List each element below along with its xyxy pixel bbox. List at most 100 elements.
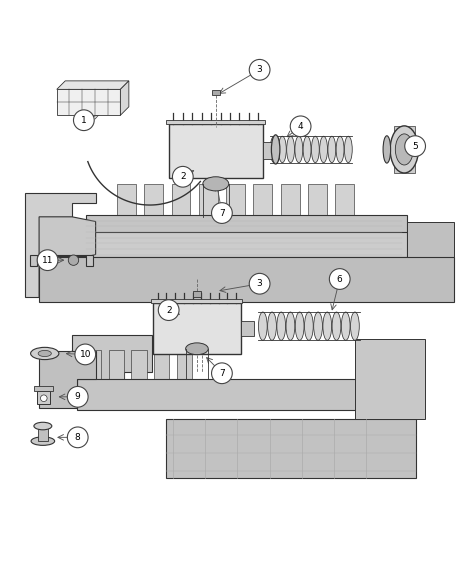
Circle shape bbox=[211, 363, 232, 384]
Text: 5: 5 bbox=[412, 141, 418, 151]
Ellipse shape bbox=[319, 136, 328, 163]
Text: 2: 2 bbox=[180, 172, 186, 181]
Text: 10: 10 bbox=[80, 350, 91, 359]
Ellipse shape bbox=[38, 350, 51, 356]
FancyBboxPatch shape bbox=[394, 126, 415, 173]
Circle shape bbox=[173, 166, 193, 187]
FancyBboxPatch shape bbox=[35, 386, 53, 391]
Text: 4: 4 bbox=[298, 122, 303, 131]
Ellipse shape bbox=[295, 312, 304, 340]
FancyBboxPatch shape bbox=[86, 232, 407, 257]
FancyBboxPatch shape bbox=[169, 124, 263, 178]
FancyBboxPatch shape bbox=[39, 257, 454, 302]
Ellipse shape bbox=[272, 135, 280, 164]
Polygon shape bbox=[39, 351, 96, 408]
FancyBboxPatch shape bbox=[77, 380, 416, 410]
Ellipse shape bbox=[40, 395, 47, 401]
FancyBboxPatch shape bbox=[37, 391, 50, 404]
Ellipse shape bbox=[323, 312, 332, 340]
Ellipse shape bbox=[336, 136, 344, 163]
Circle shape bbox=[38, 256, 46, 264]
Ellipse shape bbox=[270, 136, 278, 163]
Text: 6: 6 bbox=[337, 274, 343, 283]
Ellipse shape bbox=[31, 437, 55, 446]
Ellipse shape bbox=[395, 134, 413, 165]
FancyBboxPatch shape bbox=[199, 184, 218, 217]
Ellipse shape bbox=[304, 312, 313, 340]
Text: 3: 3 bbox=[257, 66, 263, 74]
Circle shape bbox=[158, 300, 179, 320]
Ellipse shape bbox=[277, 312, 286, 340]
FancyBboxPatch shape bbox=[177, 350, 192, 380]
FancyBboxPatch shape bbox=[263, 143, 277, 159]
Ellipse shape bbox=[186, 343, 208, 355]
FancyBboxPatch shape bbox=[254, 184, 273, 217]
Ellipse shape bbox=[268, 312, 276, 340]
FancyBboxPatch shape bbox=[172, 184, 191, 217]
Ellipse shape bbox=[383, 136, 391, 163]
Ellipse shape bbox=[345, 136, 352, 163]
Ellipse shape bbox=[287, 136, 294, 163]
Polygon shape bbox=[39, 217, 96, 297]
FancyBboxPatch shape bbox=[193, 292, 201, 297]
FancyBboxPatch shape bbox=[117, 184, 136, 217]
FancyBboxPatch shape bbox=[109, 350, 124, 380]
Ellipse shape bbox=[311, 136, 319, 163]
Text: 1: 1 bbox=[81, 116, 87, 125]
Circle shape bbox=[67, 427, 88, 448]
FancyBboxPatch shape bbox=[57, 89, 120, 115]
FancyBboxPatch shape bbox=[226, 184, 245, 217]
Polygon shape bbox=[72, 335, 152, 396]
Polygon shape bbox=[120, 81, 129, 115]
Circle shape bbox=[329, 269, 350, 289]
Circle shape bbox=[249, 273, 270, 294]
Ellipse shape bbox=[341, 312, 350, 340]
Text: 7: 7 bbox=[219, 209, 225, 217]
Text: 11: 11 bbox=[42, 256, 53, 264]
Text: 2: 2 bbox=[166, 306, 172, 315]
Polygon shape bbox=[30, 255, 93, 266]
Ellipse shape bbox=[31, 347, 59, 359]
Ellipse shape bbox=[34, 422, 52, 430]
Circle shape bbox=[405, 136, 426, 156]
FancyBboxPatch shape bbox=[154, 350, 169, 380]
Ellipse shape bbox=[351, 312, 359, 340]
Ellipse shape bbox=[286, 312, 295, 340]
FancyBboxPatch shape bbox=[86, 350, 101, 380]
Text: 9: 9 bbox=[75, 392, 81, 401]
Circle shape bbox=[68, 255, 79, 265]
Circle shape bbox=[75, 344, 96, 365]
Ellipse shape bbox=[295, 136, 303, 163]
Polygon shape bbox=[57, 81, 129, 89]
Ellipse shape bbox=[332, 312, 341, 340]
Ellipse shape bbox=[314, 312, 322, 340]
FancyBboxPatch shape bbox=[336, 184, 355, 217]
FancyBboxPatch shape bbox=[240, 321, 254, 336]
Text: 3: 3 bbox=[257, 279, 263, 288]
Circle shape bbox=[249, 59, 270, 80]
Circle shape bbox=[211, 202, 232, 224]
Ellipse shape bbox=[258, 312, 267, 340]
FancyBboxPatch shape bbox=[144, 184, 163, 217]
FancyBboxPatch shape bbox=[212, 90, 220, 95]
Circle shape bbox=[73, 110, 94, 131]
FancyBboxPatch shape bbox=[154, 302, 240, 354]
Ellipse shape bbox=[303, 136, 311, 163]
FancyBboxPatch shape bbox=[308, 184, 327, 217]
Ellipse shape bbox=[390, 126, 419, 173]
FancyBboxPatch shape bbox=[86, 216, 407, 233]
FancyBboxPatch shape bbox=[38, 426, 47, 441]
FancyBboxPatch shape bbox=[166, 419, 416, 478]
Polygon shape bbox=[25, 193, 96, 297]
FancyBboxPatch shape bbox=[131, 350, 146, 380]
Circle shape bbox=[290, 116, 311, 137]
Polygon shape bbox=[407, 221, 454, 257]
Ellipse shape bbox=[328, 136, 336, 163]
Ellipse shape bbox=[203, 177, 229, 191]
Polygon shape bbox=[355, 339, 426, 419]
Ellipse shape bbox=[278, 136, 286, 163]
FancyBboxPatch shape bbox=[166, 120, 265, 124]
Text: 7: 7 bbox=[219, 369, 225, 378]
FancyBboxPatch shape bbox=[281, 184, 300, 217]
Text: 8: 8 bbox=[75, 433, 81, 442]
